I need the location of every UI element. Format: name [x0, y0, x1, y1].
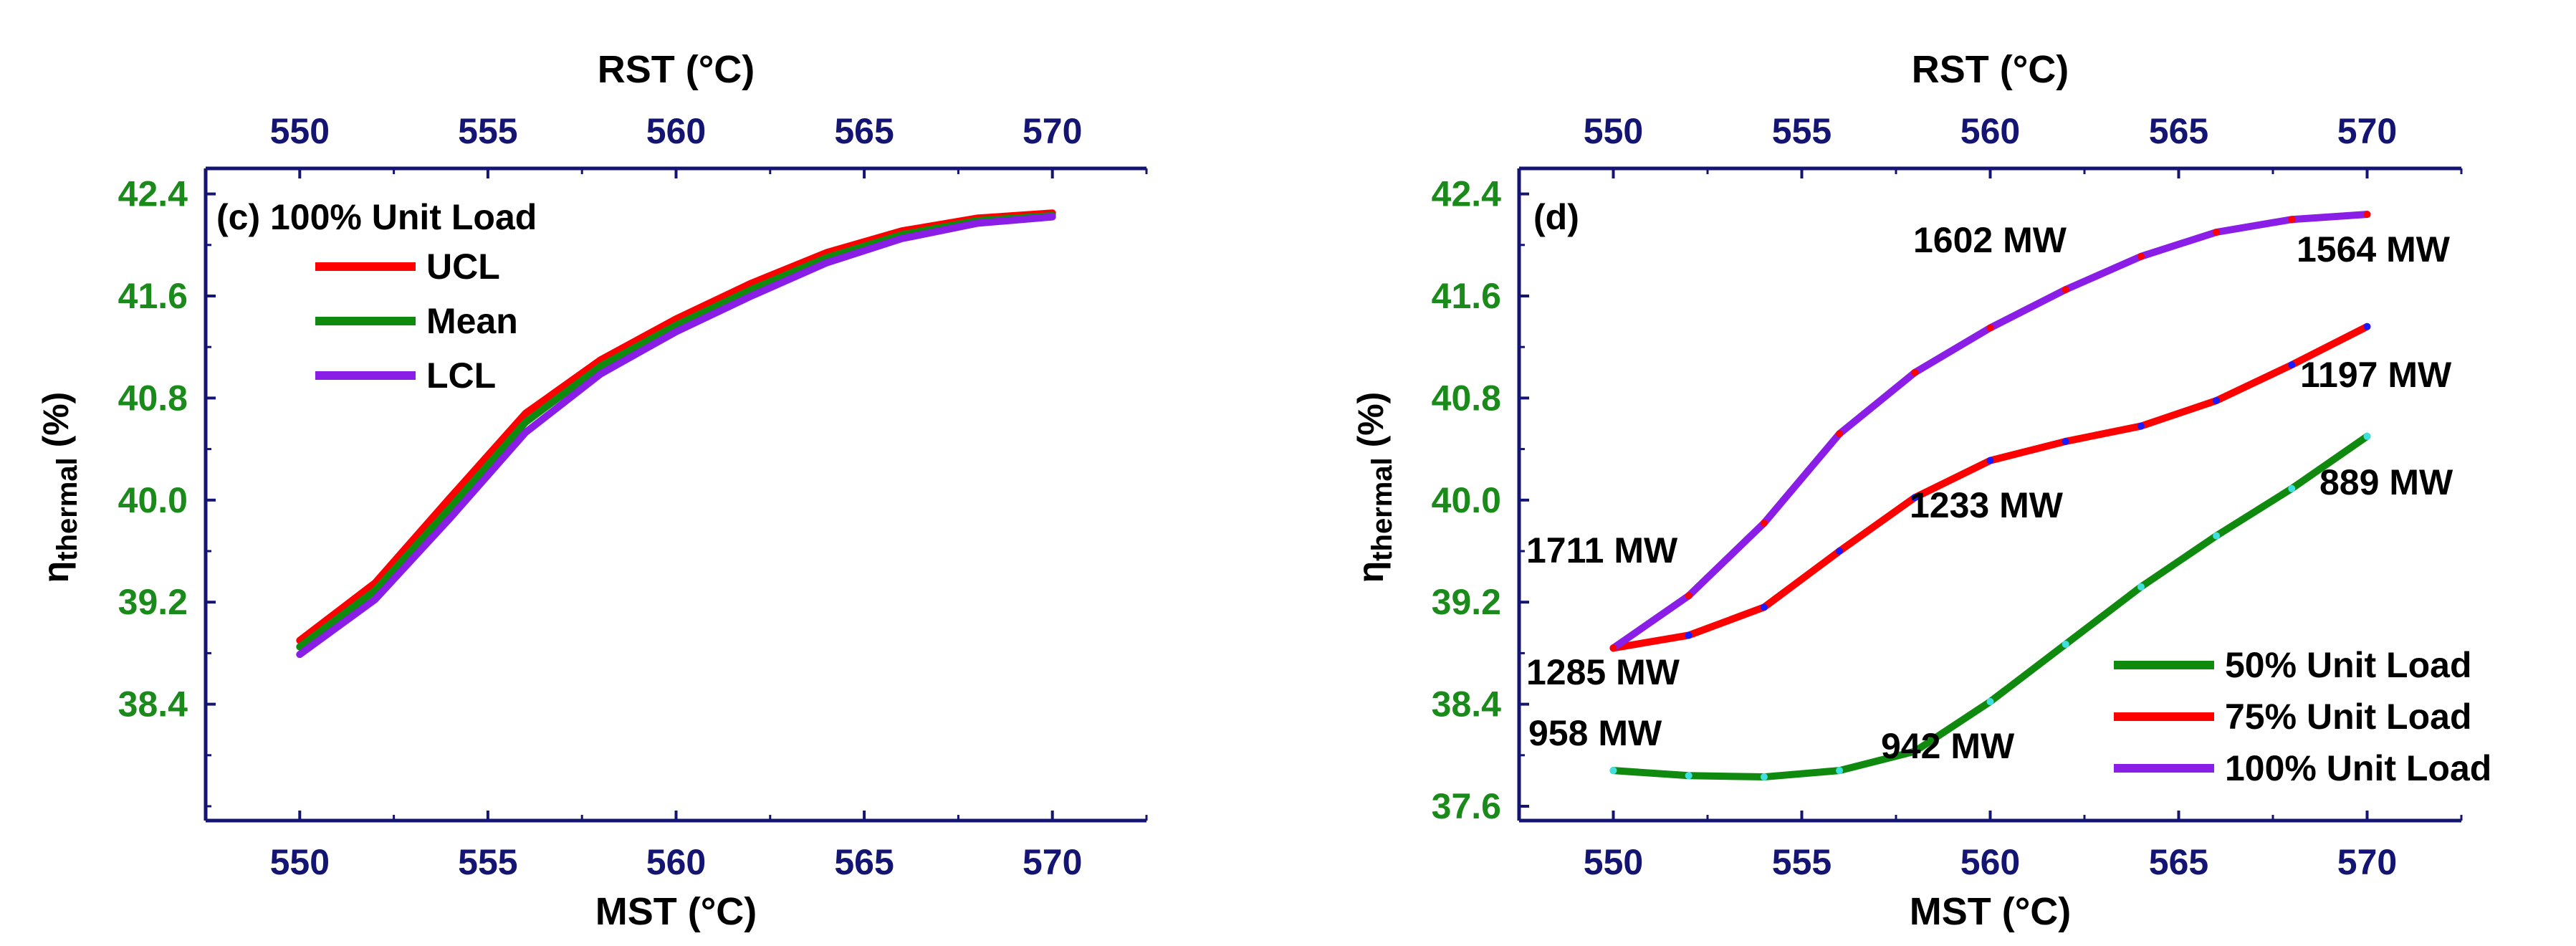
top-tick-label: 565 — [834, 111, 894, 151]
data-point — [1609, 644, 1617, 652]
y-tick-label: 40.0 — [118, 480, 188, 520]
data-point — [1685, 631, 1692, 639]
data-point — [1911, 368, 1919, 376]
y-tick-label: 37.6 — [1432, 786, 1501, 826]
legend-label: 100% Unit Load — [2225, 748, 2491, 788]
data-point — [1685, 592, 1692, 600]
y-axis-title-unit: (%) — [1351, 392, 1391, 458]
data-point — [2062, 640, 2069, 648]
y-tick-label: 41.6 — [1432, 276, 1501, 316]
series-line-lcl — [296, 213, 1056, 659]
panel-c: 550 550 555 555 560 560 565 565 570 570 38.4 39.2 40… — [36, 48, 1148, 933]
top-tick-label: 570 — [2337, 111, 2397, 151]
top-tick-label: 550 — [1584, 111, 1643, 151]
top-tick-label: 570 — [1023, 111, 1082, 151]
annotation-label: 1285 MW — [1526, 652, 1680, 692]
data-point — [1760, 519, 1768, 527]
data-point — [1609, 767, 1617, 775]
y-tick-label: 40.0 — [1432, 480, 1501, 520]
y-axis-title-unit: (%) — [36, 392, 76, 458]
annotation-label: 958 MW — [1528, 713, 1662, 753]
data-point — [1911, 494, 1919, 502]
x-axis-title: MST (°C) — [1910, 890, 2072, 933]
y-tick-label: 38.4 — [118, 684, 188, 725]
y-axis-title-eta: η — [1351, 561, 1391, 583]
y-tick-label: 41.6 — [118, 276, 188, 316]
legend-label: UCL — [426, 247, 500, 287]
top-tick-label: 555 — [458, 111, 517, 151]
data-point — [2137, 422, 2145, 430]
x-tick-label: 565 — [2149, 842, 2208, 882]
panel-label: (d) — [1533, 197, 1579, 237]
annotation-label: 1602 MW — [1913, 220, 2067, 260]
y-tick-label: 42.4 — [1432, 174, 1502, 214]
legend-label: 75% Unit Load — [2225, 697, 2471, 737]
top-axis-title: RST (°C) — [598, 48, 755, 91]
data-point — [1986, 324, 1994, 332]
top-tick-label: 565 — [2149, 111, 2208, 151]
y-tick-label: 39.2 — [1432, 582, 1501, 622]
legend-label: LCL — [426, 355, 496, 396]
annotation-label: 1711 MW — [1526, 530, 1678, 570]
top-axis-title: RST (°C) — [1912, 48, 2069, 91]
data-point — [1911, 747, 1919, 755]
data-point — [2288, 361, 2296, 369]
x-tick-label: 560 — [646, 842, 706, 882]
annotation-label: 1197 MW — [2300, 355, 2452, 395]
y-axis-title: ηthermal (%) — [1351, 392, 1398, 583]
x-tick-label: 550 — [270, 842, 330, 882]
x-tick-label: 570 — [2337, 842, 2397, 882]
x-tick-label: 565 — [834, 842, 894, 882]
x-tick-label: 550 — [1584, 842, 1643, 882]
annotation-label: 942 MW — [1881, 726, 2015, 766]
y-tick-label: 38.4 — [1432, 684, 1502, 725]
annotation-label: 1233 MW — [1910, 485, 2064, 525]
top-tick-label: 555 — [1772, 111, 1832, 151]
legend-label: Mean — [426, 301, 518, 341]
data-point — [1836, 548, 1844, 555]
x-tick-label: 560 — [1960, 842, 2020, 882]
y-tick-label: 42.4 — [118, 174, 188, 214]
data-point — [2363, 432, 2371, 440]
data-point — [2363, 322, 2371, 330]
panel-d: 550 550 555 555 560 560 565 565 570 570 37.6 38.4 39… — [1351, 48, 2491, 933]
data-point — [1986, 457, 1994, 464]
x-tick-label: 555 — [1772, 842, 1832, 882]
data-point — [2062, 286, 2069, 294]
data-point — [2062, 437, 2069, 445]
annotation-label: 1564 MW — [2297, 229, 2451, 269]
data-point — [2288, 484, 2296, 492]
x-axis-title: MST (°C) — [595, 890, 757, 933]
data-point — [2288, 216, 2296, 224]
annotation-label: 889 MW — [2319, 462, 2453, 502]
data-point — [1760, 603, 1768, 611]
data-point — [1836, 767, 1844, 775]
top-tick-label: 560 — [1960, 111, 2020, 151]
panel-label: (c) 100% Unit Load — [216, 197, 537, 237]
data-point — [2363, 211, 2371, 219]
y-axis-title-sub: thermal — [52, 457, 83, 561]
y-axis-title: ηthermal (%) — [36, 392, 83, 583]
data-point — [2137, 583, 2145, 591]
data-point — [2137, 252, 2145, 260]
data-point — [1760, 773, 1768, 781]
data-point — [2213, 396, 2221, 404]
data-point — [2213, 229, 2221, 236]
y-axis-title-sub: thermal — [1366, 457, 1398, 561]
data-point — [1986, 698, 1994, 706]
data-point — [1836, 430, 1844, 438]
top-tick-label: 550 — [270, 111, 330, 151]
data-point — [1685, 772, 1692, 780]
y-tick-label: 39.2 — [118, 582, 188, 622]
x-tick-label: 570 — [1023, 842, 1082, 882]
y-tick-label: 40.8 — [1432, 378, 1501, 418]
legend-label: 50% Unit Load — [2225, 645, 2471, 685]
y-axis-title-eta: η — [36, 561, 76, 583]
y-tick-label: 40.8 — [118, 378, 188, 418]
data-point — [2213, 532, 2221, 540]
top-tick-label: 560 — [646, 111, 706, 151]
x-tick-label: 555 — [458, 842, 517, 882]
